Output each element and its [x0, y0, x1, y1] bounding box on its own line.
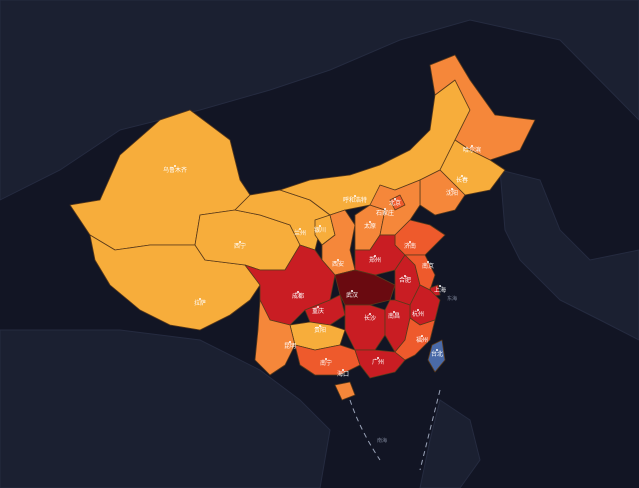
capital-dot-hunan [369, 313, 371, 315]
neighbor-land-philippines [419, 399, 481, 488]
region-beijing[interactable] [389, 194, 406, 211]
capital-dot-gansu [299, 228, 301, 230]
capital-dot-chongqing [317, 306, 319, 308]
capital-dot-sichuan [297, 291, 299, 293]
capital-dot-jiangsu [427, 261, 429, 263]
region-taiwan[interactable] [427, 339, 446, 373]
region-guangxi[interactable] [294, 344, 361, 376]
region-guangdong[interactable] [354, 349, 406, 379]
region-xizang[interactable] [89, 234, 261, 331]
capital-dot-henan [374, 255, 376, 257]
capital-dot-qinghai [239, 241, 241, 243]
capital-dot-anhui [404, 275, 406, 277]
capital-dot-guangdong [377, 357, 379, 359]
capital-dot-shaanxi [337, 259, 339, 261]
capital-dot-hebei [384, 208, 386, 210]
region-hubei[interactable] [334, 269, 396, 306]
capital-dot-taiwan [436, 349, 438, 351]
neighbor-land-korea-japan [499, 169, 639, 341]
capital-dot-heilongjiang [471, 145, 473, 147]
capital-dot-xinjiang [174, 165, 176, 167]
region-hunan[interactable] [344, 304, 386, 351]
region-hainan[interactable] [334, 381, 356, 401]
region-fujian[interactable] [394, 317, 436, 361]
capital-dot-liaoning [451, 188, 453, 190]
capital-dot-shandong [409, 241, 411, 243]
capital-dot-xizang [199, 298, 201, 300]
south-sea-label: 南海 [377, 437, 387, 444]
capital-dot-guangxi [325, 358, 327, 360]
east-sea-label: 东海 [447, 295, 457, 302]
capital-dot-neimenggu [354, 195, 356, 197]
neighbor-land-south [0, 329, 331, 488]
capital-dot-yunnan [289, 341, 291, 343]
region-heilongjiang[interactable] [429, 54, 536, 161]
capital-dot-jiangxi [393, 311, 395, 313]
capital-dot-jilin [461, 175, 463, 177]
capital-dot-beijing [394, 198, 396, 200]
neighbor-land-north [0, 0, 639, 201]
maritime-dashed-line [349, 389, 441, 471]
region-yunnan[interactable] [254, 299, 296, 376]
capital-dot-zhejiang [417, 309, 419, 311]
capital-dot-hubei [351, 290, 353, 292]
capital-dot-ningxia [319, 225, 321, 227]
capital-dot-shanghai [439, 285, 441, 287]
capital-dot-guizhou [319, 325, 321, 327]
capital-dot-shanxi [369, 221, 371, 223]
capital-dot-hainan [342, 369, 344, 371]
capital-dot-fujian [421, 335, 423, 337]
